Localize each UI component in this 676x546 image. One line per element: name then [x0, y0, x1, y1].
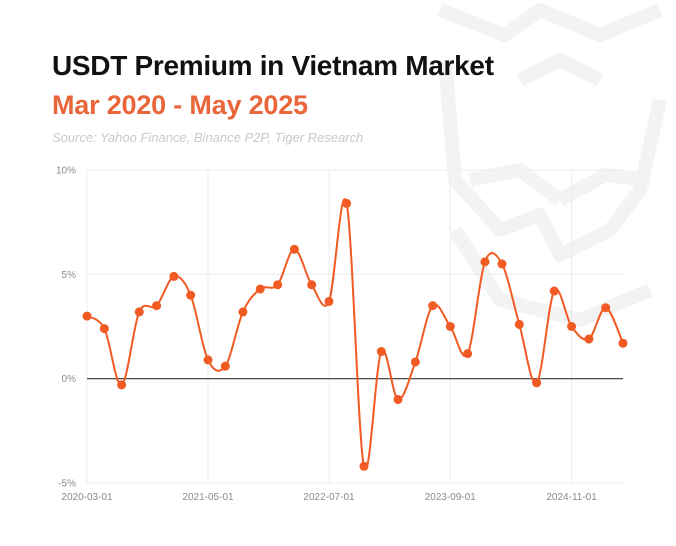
points-layer: [82, 198, 628, 471]
data-point: [393, 395, 403, 405]
x-tick-label: 2022-07-01: [303, 492, 355, 503]
data-point: [273, 280, 283, 290]
data-point: [152, 301, 162, 311]
data-point: [324, 296, 334, 306]
y-tick-label: -5%: [58, 479, 76, 490]
data-point: [463, 349, 473, 359]
data-point: [342, 198, 352, 208]
data-point: [428, 301, 438, 311]
x-tick-label: 2020-03-01: [61, 492, 113, 503]
data-point: [359, 461, 369, 471]
data-point: [497, 259, 507, 269]
data-point: [584, 334, 594, 344]
data-point: [601, 303, 611, 313]
data-point: [445, 322, 455, 331]
y-tick-label: 0%: [62, 374, 77, 385]
data-point: [480, 257, 490, 267]
data-point: [289, 244, 299, 254]
data-point: [514, 319, 524, 329]
x-tick-label: 2021-05-01: [182, 492, 234, 503]
y-tick-label: 5%: [62, 270, 77, 281]
data-point: [186, 290, 196, 300]
data-point: [618, 338, 628, 348]
data-point: [134, 307, 144, 317]
chart-subtitle: Mar 2020 - May 2025: [52, 90, 308, 120]
chart-source: Source: Yahoo Finance, Binance P2P, Tige…: [52, 130, 364, 145]
x-tick-label: 2023-09-01: [425, 492, 477, 503]
data-point: [203, 355, 213, 365]
data-point: [238, 307, 248, 317]
data-point: [410, 357, 420, 367]
y-tick-label: 10%: [56, 166, 76, 177]
data-point: [549, 286, 559, 296]
data-point: [99, 324, 109, 334]
data-point: [220, 361, 230, 371]
x-tick-label: 2024-11-01: [546, 492, 597, 503]
axis-layer: 10% 5% 0% -5% 2020-03-01 2021-05-01 2022-07-01…: [56, 166, 623, 503]
data-point: [307, 280, 317, 290]
series-line: [86, 198, 624, 471]
data-point: [532, 378, 542, 388]
data-point: [255, 284, 265, 294]
data-point: [567, 322, 577, 331]
series-layer: [86, 198, 624, 471]
data-point: [169, 271, 179, 281]
data-point: [376, 347, 386, 357]
data-point: [117, 380, 127, 390]
data-point: [82, 311, 92, 321]
chart-title: USDT Premium in Vietnam Market: [52, 50, 494, 81]
